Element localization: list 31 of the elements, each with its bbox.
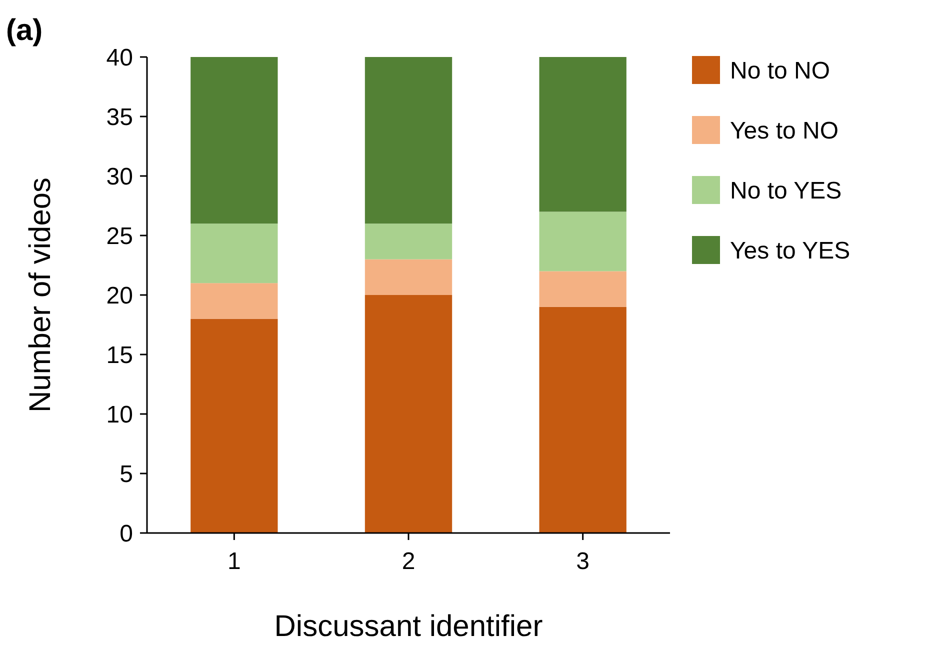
x-tick-label: 3 xyxy=(576,548,590,575)
y-tick-label: 35 xyxy=(106,104,133,131)
y-tick-label: 40 xyxy=(106,44,133,72)
bar xyxy=(190,283,278,319)
y-tick-label: 15 xyxy=(106,342,133,369)
legend-label: No to NO xyxy=(730,57,830,84)
y-axis-title: Number of videos xyxy=(24,177,57,413)
x-axis-title: Discussant identifier xyxy=(274,610,543,643)
bar xyxy=(190,57,278,224)
y-tick-label: 0 xyxy=(120,520,133,548)
x-tick-label: 1 xyxy=(227,548,241,575)
x-tick-label: 2 xyxy=(402,548,416,575)
bar xyxy=(539,212,626,272)
y-tick-label: 30 xyxy=(106,163,133,190)
y-tick-label: 25 xyxy=(106,222,133,250)
bar xyxy=(364,224,452,260)
bar xyxy=(190,224,278,284)
bar xyxy=(539,271,626,307)
bar xyxy=(364,57,452,224)
bar xyxy=(364,295,452,533)
bar xyxy=(190,318,278,533)
bar xyxy=(539,57,626,212)
y-tick-label: 10 xyxy=(106,401,133,428)
bar xyxy=(364,259,452,295)
legend-label: Yes to YES xyxy=(730,237,850,264)
y-tick-label: 20 xyxy=(106,282,133,310)
legend-label: Yes to NO xyxy=(730,117,839,144)
text: (a) xyxy=(6,14,43,47)
y-tick-label: 5 xyxy=(120,460,133,488)
bar xyxy=(539,306,626,533)
legend-label: No to YES xyxy=(730,177,842,204)
